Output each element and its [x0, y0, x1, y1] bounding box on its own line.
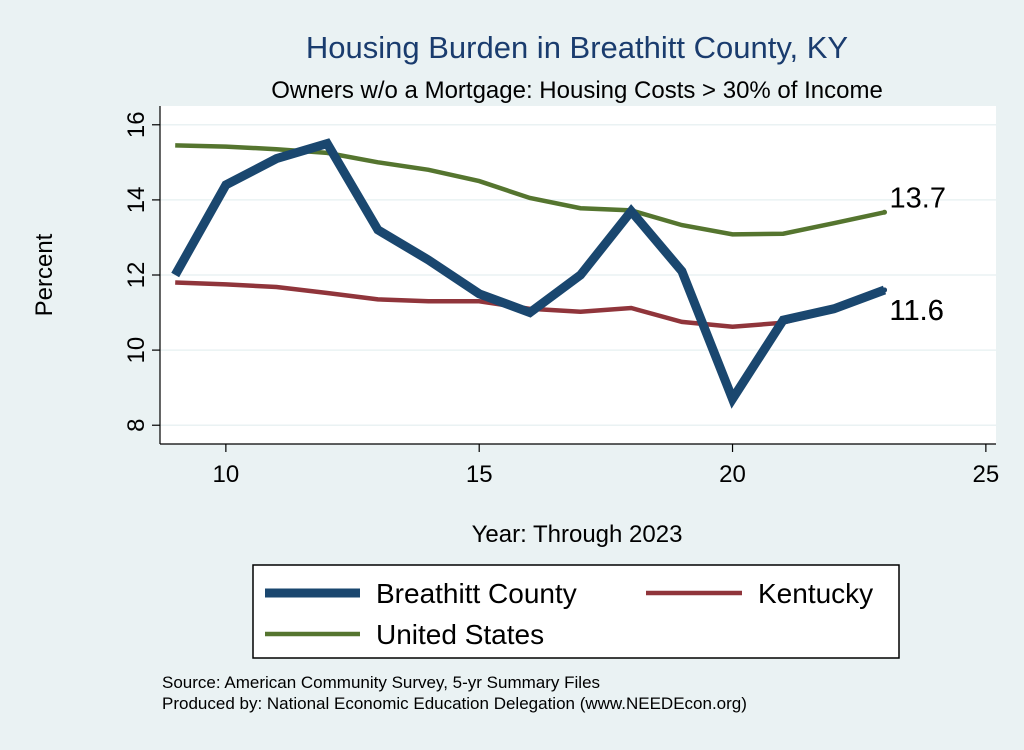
x-tick-label: 20	[719, 461, 746, 488]
end-label-2: 11.6	[890, 295, 944, 327]
y-tick-label: 12	[123, 262, 150, 289]
y-tick-label: 16	[123, 111, 150, 138]
series-line-0	[171, 138, 887, 409]
x-tick-label: 15	[466, 461, 493, 488]
legend-label-0: Breathitt County	[376, 578, 577, 609]
series-endpoint-0	[882, 287, 888, 293]
series-endpoint-2	[882, 209, 888, 215]
x-axis-label: Year: Through 2023	[472, 521, 683, 548]
end-label-1: 11.6	[890, 295, 944, 327]
y-tick-label: 14	[123, 187, 150, 214]
legend-label-1: Kentucky	[758, 578, 873, 609]
x-tick-label: 10	[213, 461, 240, 488]
legend: Breathitt County Kentucky United States	[265, 578, 873, 650]
legend-label-2: United States	[376, 619, 544, 650]
end-labels: 13.711.611.6	[890, 182, 946, 327]
legend-box	[252, 564, 900, 659]
x-tick-label: 25	[973, 461, 1000, 488]
y-tick-label: 8	[123, 419, 150, 432]
chart-subtitle: Owners w/o a Mortgage: Housing Costs > 3…	[271, 77, 883, 104]
y-axis-label: Percent	[31, 233, 58, 316]
y-tick-label: 10	[123, 337, 150, 364]
chart-title: Housing Burden in Breathitt County, KY	[306, 30, 848, 65]
producer-note: Produced by: National Economic Education…	[162, 694, 747, 713]
source-note: Source: American Community Survey, 5-yr …	[162, 673, 600, 692]
end-label-0: 13.7	[890, 182, 946, 214]
series-lines	[171, 138, 888, 409]
axes: 8 10 12 14 16 10 15 20 25	[123, 106, 999, 488]
